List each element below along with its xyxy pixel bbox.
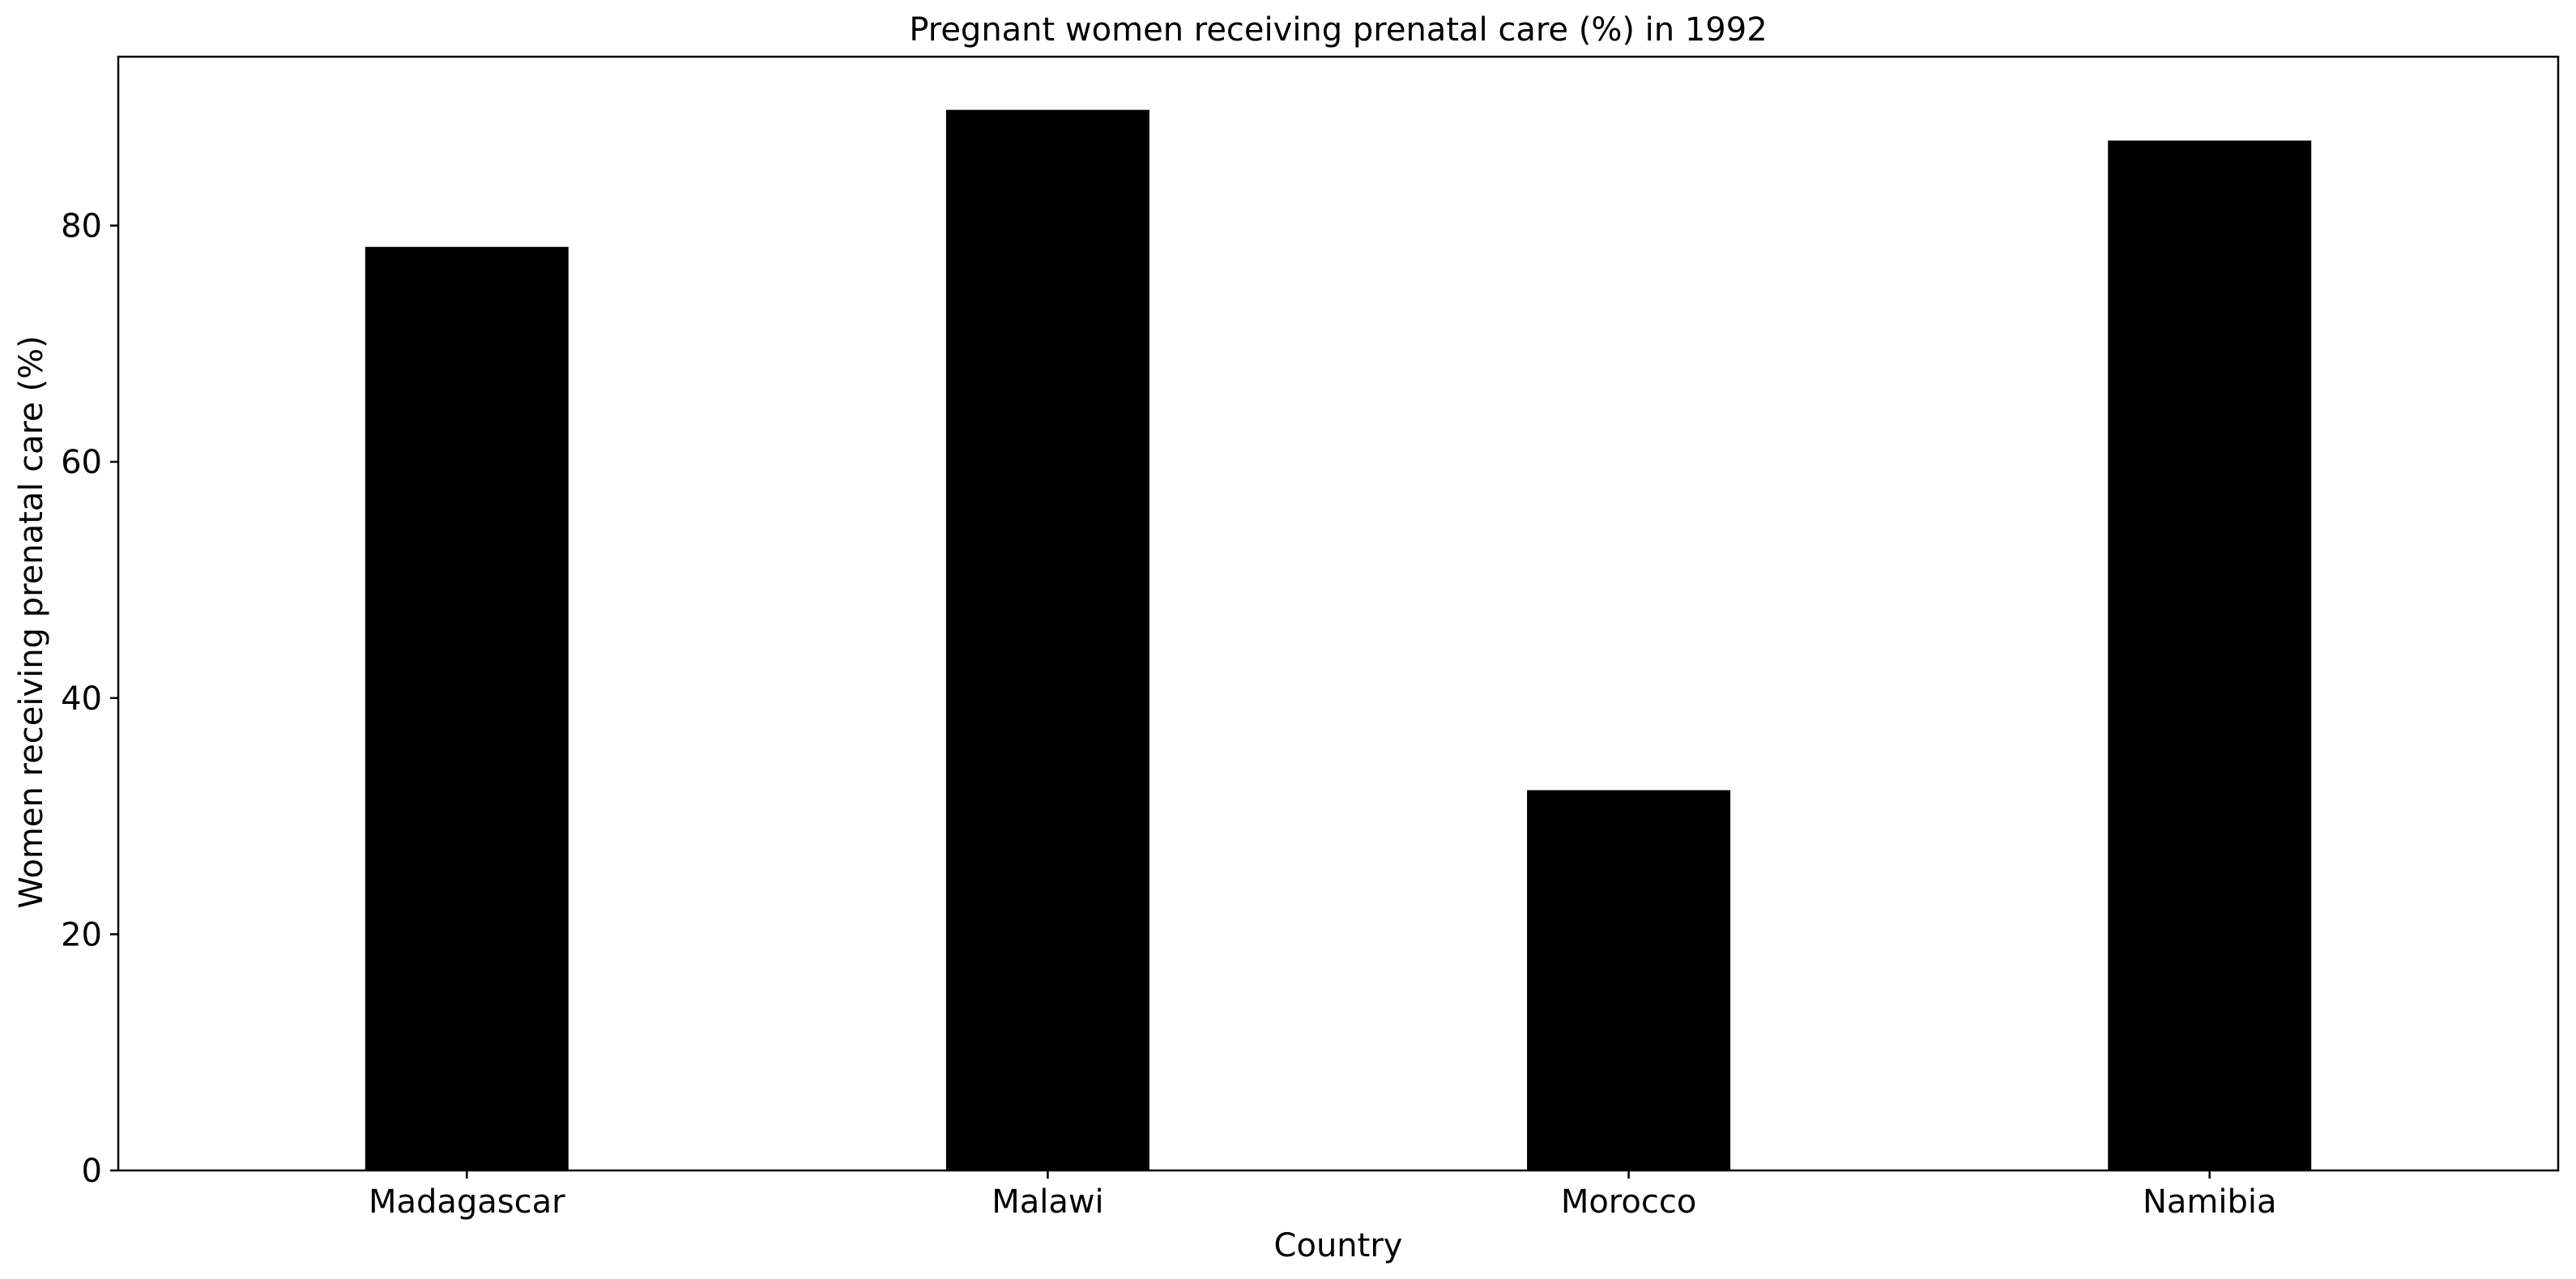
y-tick-label: 40 [61, 680, 102, 718]
y-axis-ticks: 0 20 40 60 80 [61, 208, 118, 1190]
y-axis-label: Women receiving prenatal care (%) [13, 335, 50, 909]
x-axis-ticks: Madagascar Malawi Morocco Namibia [369, 1170, 2276, 1221]
y-tick-label: 60 [61, 444, 102, 481]
x-tick-label: Malawi [992, 1183, 1103, 1221]
x-axis-label: Country [1274, 1227, 1403, 1264]
bar-morocco [1527, 790, 1731, 1170]
y-tick-label: 20 [61, 916, 102, 953]
bar-namibia [2108, 140, 2312, 1170]
plot-frame [117, 55, 2560, 1172]
y-tick-label: 0 [82, 1153, 102, 1190]
x-tick-label: Morocco [1561, 1183, 1696, 1221]
y-tick-label: 80 [61, 208, 102, 245]
bar-malawi [945, 109, 1149, 1170]
bars-group [365, 109, 2312, 1170]
x-tick-label: Madagascar [369, 1183, 565, 1221]
bar-madagascar [365, 246, 569, 1170]
x-tick-label: Namibia [2143, 1183, 2277, 1221]
chart-title: Pregnant women receiving prenatal care (… [909, 11, 1767, 49]
